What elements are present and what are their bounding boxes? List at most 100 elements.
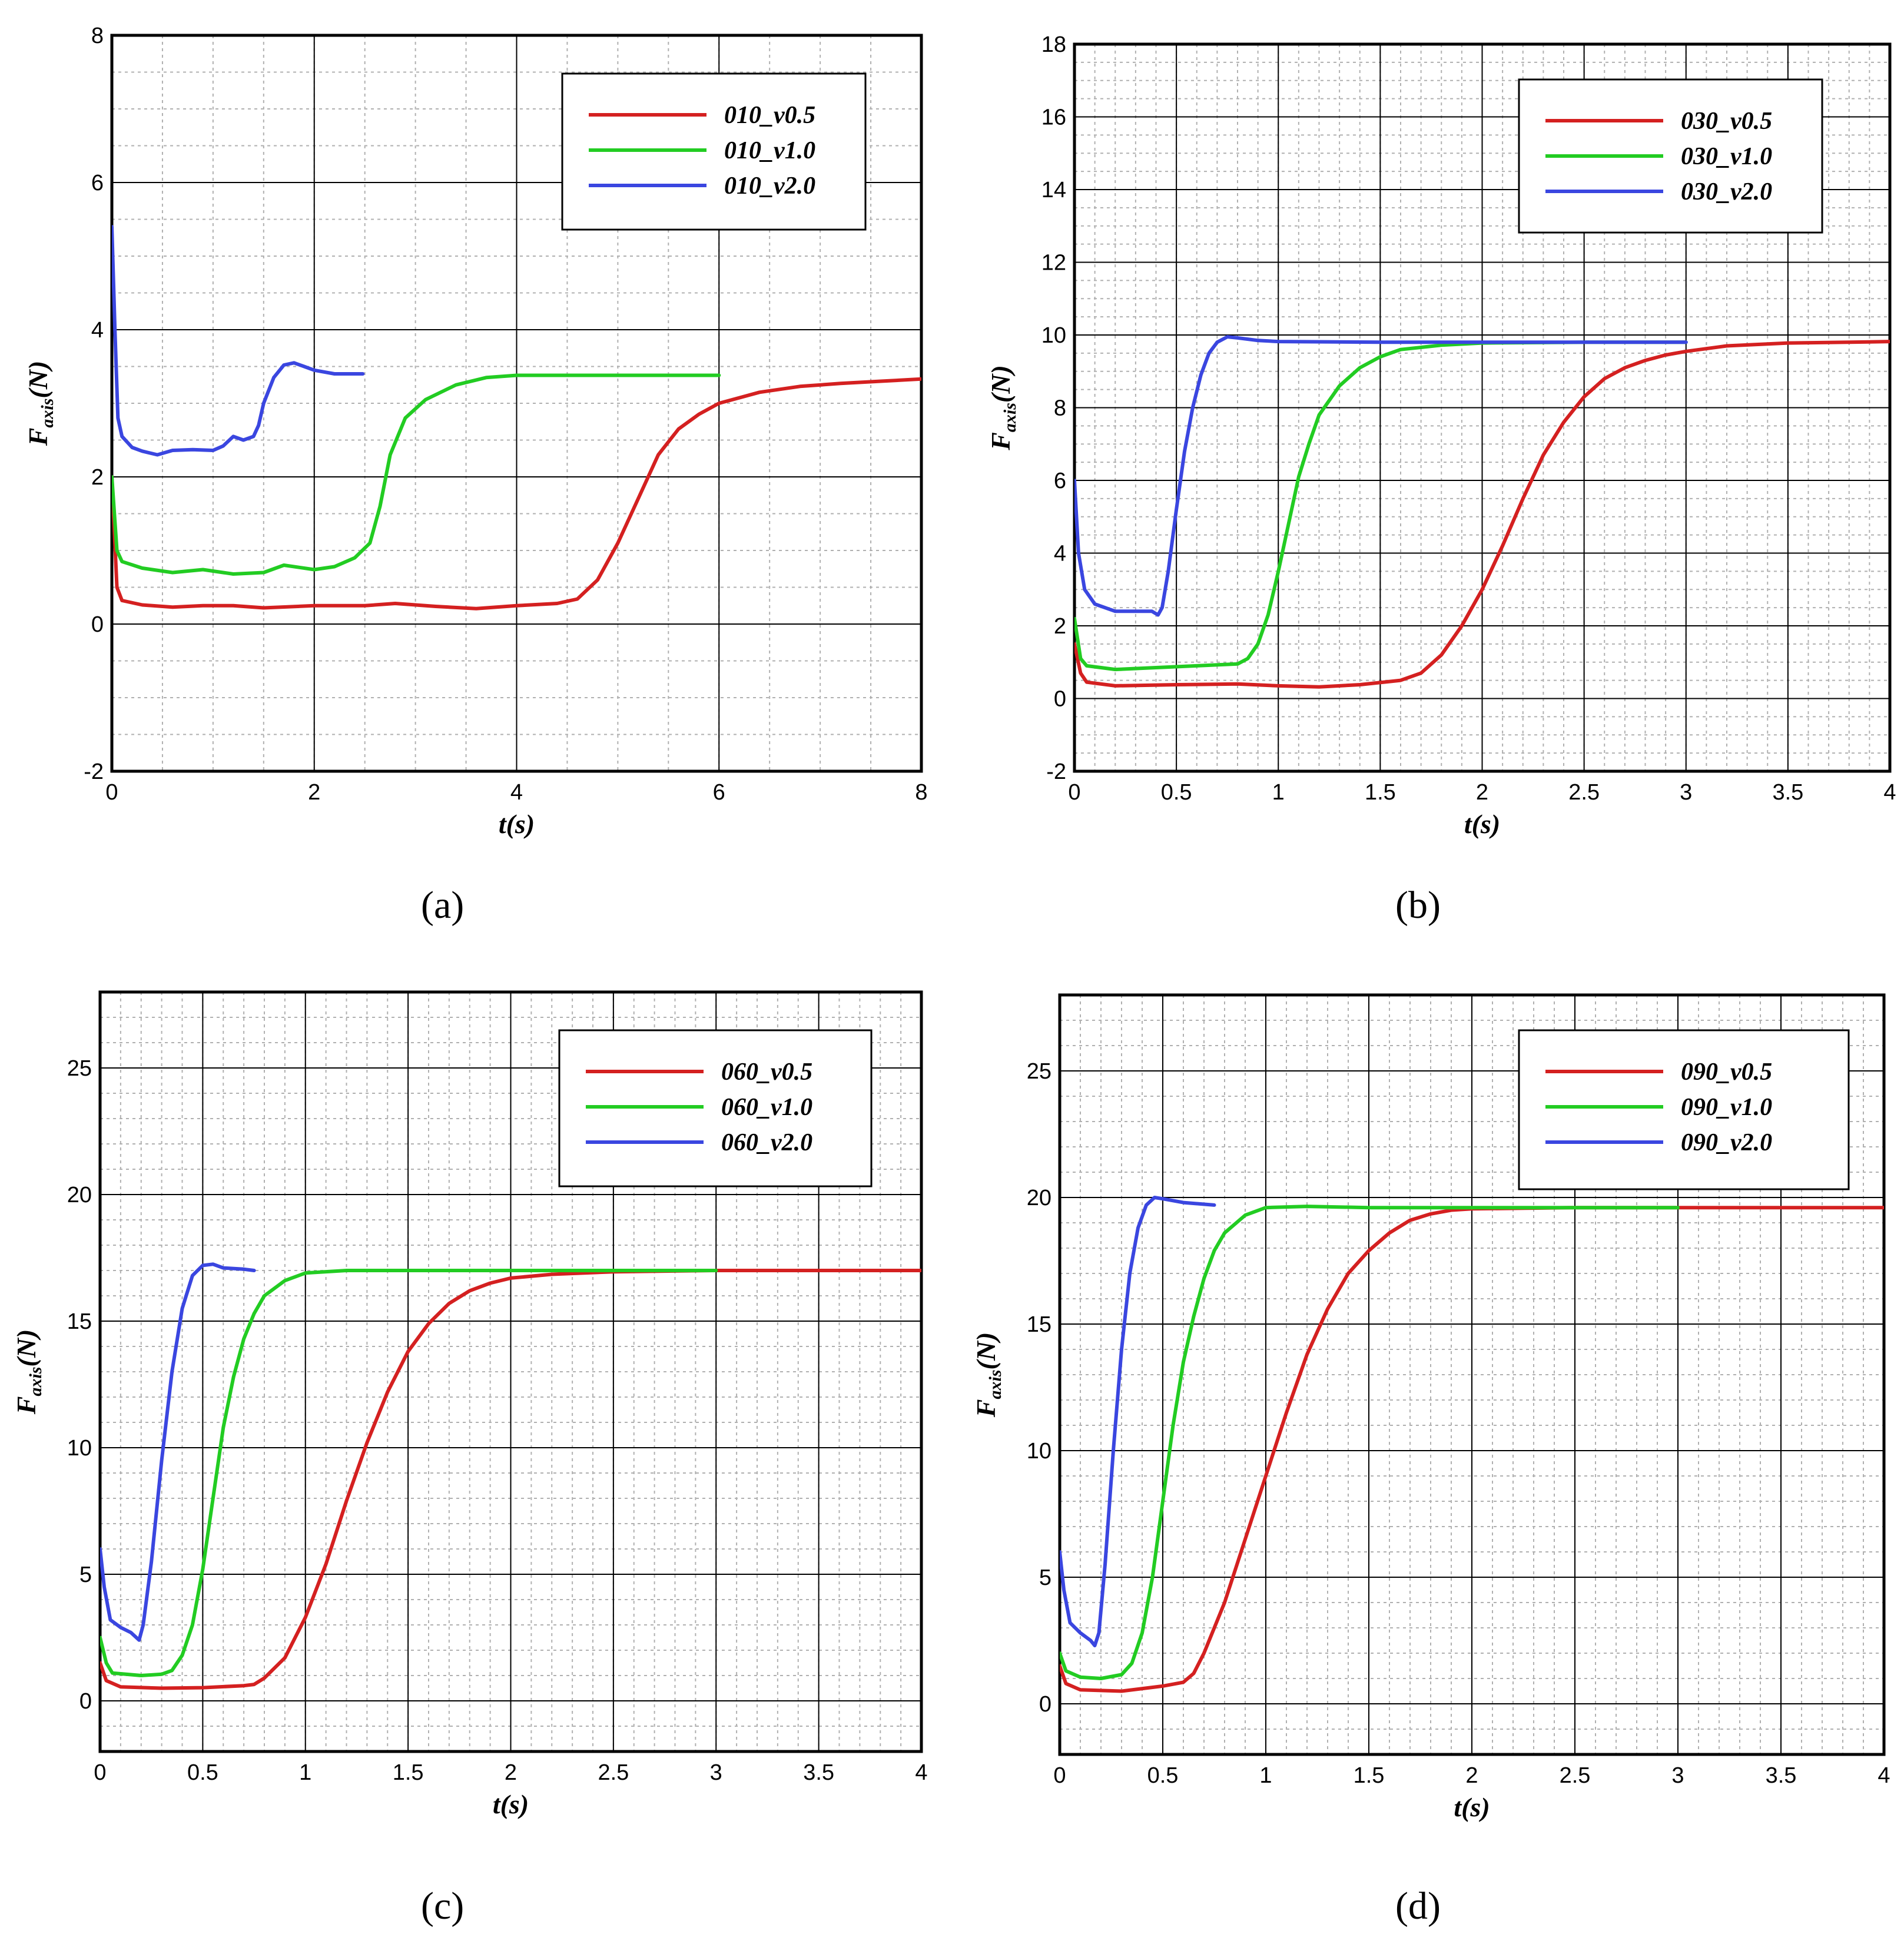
y-tick-label: 18	[1041, 32, 1066, 57]
y-tick-label: 10	[1041, 323, 1066, 348]
y-tick-label: 20	[67, 1183, 92, 1207]
y-tick-label: 16	[1041, 105, 1066, 130]
x-axis-label: t(s)	[1464, 809, 1500, 839]
x-tick-label: 3.5	[803, 1760, 834, 1785]
series-line-010_v0.5	[112, 377, 921, 611]
x-tick-label: 0	[94, 1760, 106, 1785]
y-tick-label: 10	[1027, 1439, 1051, 1464]
y-tick-label: 25	[1027, 1059, 1051, 1084]
y-tick-label: 12	[1041, 251, 1066, 276]
legend: 010_v0.5 010_v1.0 010_v2.0	[561, 72, 867, 231]
y-tick-label: -2	[84, 759, 104, 784]
x-tick-label: 8	[915, 780, 927, 805]
x-tick-label: 1.5	[1354, 1763, 1385, 1788]
x-tick-label: 4	[1883, 780, 1896, 805]
y-tick-label: 6	[91, 171, 104, 195]
legend: 030_v0.5 030_v1.0 030_v2.0	[1518, 78, 1823, 234]
x-tick-label: 4	[1878, 1763, 1890, 1788]
series-line-090_v2.0	[1060, 1196, 1216, 1648]
y-axis-label: Faxis(N)	[11, 1329, 45, 1415]
legend-entry: 090_v0.5	[1681, 1059, 1772, 1086]
x-tick-label: 0	[1068, 780, 1080, 805]
legend: 090_v0.5 090_v1.0 090_v2.0	[1518, 1029, 1850, 1190]
y-tick-label: 14	[1041, 178, 1066, 203]
legend-entry: 030_v2.0	[1681, 178, 1772, 205]
series-group	[112, 225, 921, 611]
legend-entry: 030_v1.0	[1681, 143, 1772, 170]
x-axis-label: t(s)	[493, 1789, 529, 1819]
y-tick-label: 15	[1027, 1312, 1051, 1337]
chart-panel-a: 0 2 4 6 8 -2 0 2 4 6 8 t(s) Faxis(N) 010_v0.5 010_v1.0…	[0, 18, 942, 871]
panel-caption-d: (d)	[1395, 1885, 1441, 1928]
x-tick-label: 3.5	[1766, 1763, 1797, 1788]
x-axis-label: t(s)	[1454, 1792, 1490, 1822]
x-tick-label: 0.5	[1147, 1763, 1179, 1788]
panel-caption-b: (b)	[1395, 884, 1441, 927]
plot-frame	[98, 990, 923, 1753]
panel-caption-c: (c)	[421, 1885, 465, 1928]
legend-entry: 010_v0.5	[724, 102, 815, 129]
x-tick-label: 0.5	[1161, 780, 1192, 805]
y-axis-label: Faxis(N)	[986, 365, 1020, 451]
x-tick-label: 0	[105, 780, 118, 805]
chart-svg: 0 0.5 1 1.5 2 2.5 3 3.5 4 0 5 10 15 20 25 t(s) Faxis(N) 0…	[11, 990, 928, 1819]
series-line-060_v0.5	[100, 1269, 921, 1690]
x-tick-label: 3	[1671, 1763, 1684, 1788]
x-tick-label: 6	[713, 780, 725, 805]
series-line-010_v1.0	[112, 373, 721, 576]
y-axis-label: Faxis(N)	[971, 1332, 1005, 1418]
legend-box	[1518, 1029, 1850, 1190]
y-tick-label: 0	[91, 612, 104, 637]
plot-frame	[1073, 42, 1892, 773]
y-tick-label: 2	[91, 465, 104, 490]
y-tick-label: -2	[1046, 759, 1066, 784]
x-tick-label: 2	[1465, 1763, 1478, 1788]
series-group	[1074, 335, 1890, 689]
legend-entry: 010_v1.0	[724, 137, 815, 164]
chart-svg: 0 2 4 6 8-202468t(s)Faxis(N)010_v0.5010_v1.0…	[23, 24, 928, 839]
legend-entry: 060_v2.0	[721, 1129, 812, 1156]
y-tick-label: 0	[1054, 687, 1066, 712]
y-tick-label: 2	[1054, 614, 1066, 639]
y-tick-label: 5	[1039, 1565, 1051, 1590]
y-tick-label: 0	[79, 1689, 92, 1714]
chart-svg: 0 0.5 1 1.5 2 2.5 3 3.5 4-2024681012141618t(s)Fa…	[986, 32, 1896, 839]
series-line-030_v1.0	[1074, 340, 1688, 672]
x-tick-label: 3	[1680, 780, 1692, 805]
y-tick-label: 8	[1054, 396, 1066, 421]
legend-entry: 060_v1.0	[721, 1094, 812, 1121]
plot-frame	[1058, 993, 1886, 1756]
x-tick-label: 1	[1272, 780, 1285, 805]
y-tick-label: 25	[67, 1056, 92, 1081]
series-line-030_v0.5	[1074, 340, 1890, 689]
chart-svg: 0 0.5 1 1.5 2 2.5 3 3.5 4 0 5 10 15 20 25 t(s) Faxis(N) 0…	[971, 993, 1890, 1822]
x-tick-label: 2	[308, 780, 320, 805]
series-group	[100, 1262, 921, 1690]
legend-entry: 010_v2.0	[724, 172, 815, 200]
y-tick-label: 4	[91, 318, 104, 343]
series-line-060_v1.0	[100, 1269, 718, 1677]
legend-entry: 060_v0.5	[721, 1059, 812, 1086]
x-tick-label: 4	[915, 1760, 927, 1785]
series-group	[1060, 1196, 1884, 1693]
x-tick-label: 2.5	[1568, 780, 1600, 805]
y-tick-label: 4	[1054, 542, 1066, 566]
y-tick-label: 10	[67, 1436, 92, 1461]
chart-panel-b: 0 0.5 1 1.5 2 2.5 3 3.5 4 -2 0 2 4 6 8 10 12 14 16 18 t(s) Fa…	[966, 18, 1904, 871]
x-tick-label: 4	[510, 780, 523, 805]
series-line-090_v0.5	[1060, 1206, 1884, 1693]
x-tick-label: 0	[1053, 1763, 1066, 1788]
y-tick-label: 20	[1027, 1186, 1051, 1210]
x-tick-label: 0.5	[187, 1760, 218, 1785]
series-line-090_v1.0	[1060, 1205, 1680, 1680]
x-tick-label: 2	[1476, 780, 1488, 805]
legend-entry: 030_v0.5	[1681, 108, 1772, 135]
y-tick-label: 8	[91, 24, 104, 48]
y-tick-label: 6	[1054, 469, 1066, 493]
x-tick-label: 2.5	[1560, 1763, 1591, 1788]
x-tick-label: 1.5	[393, 1760, 424, 1785]
panel-caption-a: (a)	[421, 884, 465, 927]
x-tick-label: 2.5	[598, 1760, 629, 1785]
chart-panel-c: 0 0.5 1 1.5 2 2.5 3 3.5 4 0 5 10 15 20 25 t(s) Faxis(N) 0…	[0, 971, 942, 1884]
series-line-030_v2.0	[1074, 335, 1688, 617]
